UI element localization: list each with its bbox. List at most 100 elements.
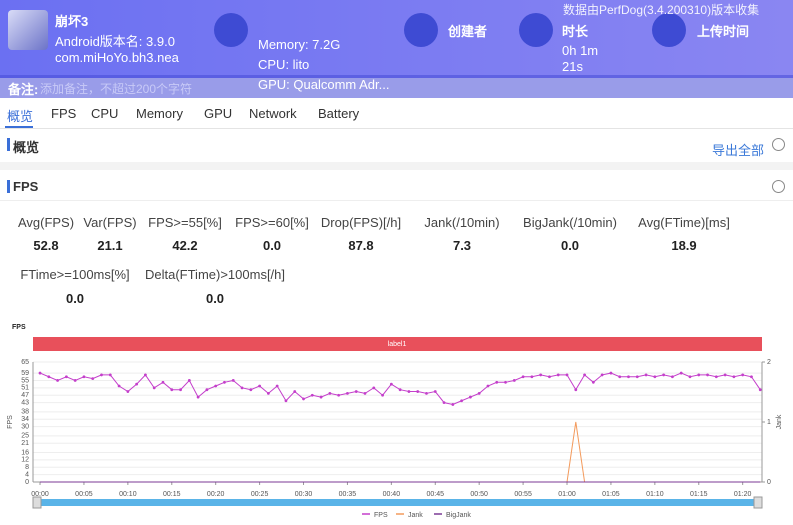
x-tick-label: 00:15 (163, 491, 181, 498)
y-tick-label: 4 (25, 471, 29, 478)
tab[interactable]: Network (249, 106, 297, 121)
point (38, 371, 42, 375)
x-tick-label: 00:55 (514, 491, 532, 498)
export-all[interactable]: 导出全部 (712, 143, 765, 158)
creator-icon (404, 13, 438, 47)
y2-label: Jank (776, 414, 783, 429)
y-tick-label: 43 (21, 399, 29, 406)
stat-label: Jank(/10min) (424, 215, 500, 230)
point (187, 379, 191, 382)
point (644, 373, 648, 377)
band-label: label1 (388, 341, 407, 348)
x-tick-label: 00:20 (207, 491, 225, 498)
y-tick-label: 30 (21, 423, 29, 430)
y2-tick-label: 1 (767, 419, 771, 426)
tab[interactable]: Memory (136, 106, 183, 121)
y-tick-label: 16 (21, 449, 29, 456)
point (56, 379, 59, 382)
point (407, 390, 411, 393)
point (346, 391, 349, 395)
stat-value: 0.0 (65, 291, 85, 306)
stat-value: 7.3 (452, 238, 472, 253)
fps-title: FPS (13, 179, 39, 194)
accent (7, 180, 10, 193)
point (442, 401, 446, 405)
point (688, 375, 692, 379)
tab-bar (0, 98, 793, 129)
app-icon (8, 10, 48, 50)
point (618, 375, 622, 379)
x-tick-label: 00:50 (470, 491, 488, 498)
point (671, 375, 674, 379)
y2-tick-label: 0 (767, 479, 771, 486)
point (117, 384, 121, 388)
point (469, 395, 472, 399)
tab[interactable]: GPU (204, 106, 233, 121)
point (486, 384, 490, 388)
legend-label: Jank (408, 512, 423, 519)
y-tick-label: 38 (21, 409, 29, 416)
stat-value: 0.0 (262, 238, 282, 253)
x-tick-label: 01:10 (646, 491, 664, 498)
point (697, 373, 701, 377)
stat-label: FPS>=60[%] (235, 215, 309, 230)
x-tick-label: 00:30 (295, 491, 313, 498)
y-tick-label: 0 (25, 479, 29, 486)
point (521, 375, 525, 379)
collapse[interactable] (772, 138, 785, 151)
point (600, 373, 604, 377)
stat-value: 21.1 (97, 238, 123, 253)
stat-label: Avg(FTime)[ms] (638, 215, 730, 230)
app-name: 崩坏3 (55, 14, 89, 29)
point (337, 393, 341, 397)
point (266, 391, 270, 395)
point (627, 375, 630, 379)
x-tick-label: 00:00 (31, 491, 49, 498)
chart: label1 FPS FPS Jank 04812162125303438434… (7, 324, 783, 519)
duration-icon (519, 13, 553, 47)
point (275, 384, 279, 388)
zoom-slider[interactable] (33, 499, 762, 506)
slider-handle[interactable] (753, 496, 763, 509)
point (714, 375, 718, 379)
tab[interactable]: 概览 (7, 109, 34, 124)
y2-tick-label: 2 (767, 359, 771, 366)
point (144, 373, 147, 377)
legend-label: BigJank (446, 512, 471, 519)
point (214, 384, 218, 388)
remark-input[interactable]: 添加备注，不超过200个字符 (40, 82, 193, 96)
point (706, 373, 709, 377)
stat-label: Drop(FPS)[/h] (320, 215, 402, 230)
creator-label: 创建者 (448, 24, 488, 39)
x-tick-label: 01:15 (690, 491, 708, 498)
overview-panel (0, 129, 793, 170)
point (433, 390, 437, 393)
point (363, 391, 367, 395)
point (548, 375, 551, 379)
collapse[interactable] (772, 180, 785, 193)
version: Android版本名: 3.9.0 (55, 34, 175, 49)
tab[interactable]: FPS (51, 106, 77, 121)
point (73, 379, 77, 382)
stat-label: Var(FPS) (83, 215, 137, 230)
tab[interactable]: CPU (91, 106, 119, 121)
stat-value: 18.9 (671, 238, 697, 253)
y-tick-label: 59 (21, 370, 29, 377)
point (504, 380, 507, 384)
point (258, 384, 262, 388)
tab-underline (5, 126, 33, 128)
point (179, 388, 182, 392)
y-tick-label: 21 (21, 440, 29, 447)
accent (7, 138, 10, 151)
x-tick-label: 00:05 (75, 491, 93, 498)
y-tick-label: 65 (21, 359, 29, 366)
y-tick-label: 25 (21, 433, 29, 440)
point (741, 373, 745, 377)
cpu: CPU: lito (258, 57, 310, 72)
tab[interactable]: Battery (318, 106, 360, 121)
slider-handle[interactable] (32, 496, 42, 509)
device-icon (214, 13, 248, 47)
duration-1: 0h 1m (562, 43, 599, 58)
point (135, 382, 139, 386)
point (126, 390, 130, 393)
